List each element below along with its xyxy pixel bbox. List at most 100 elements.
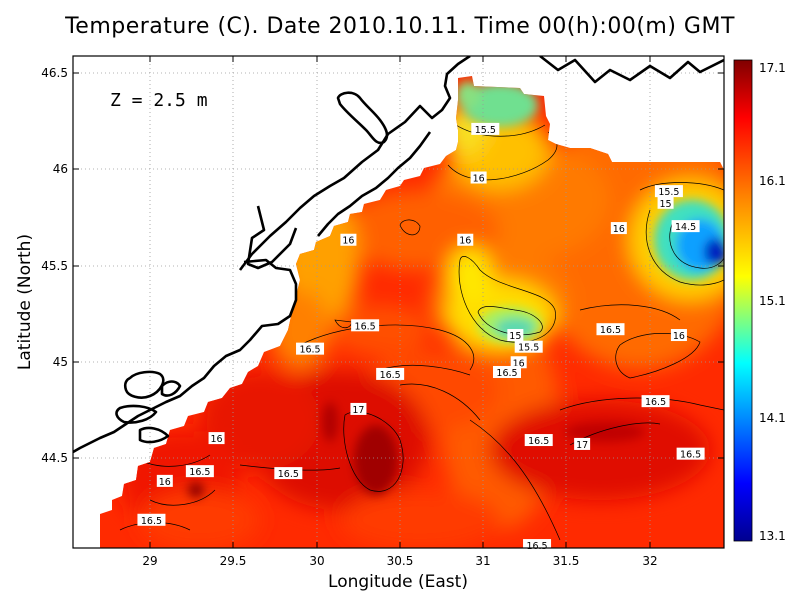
- contour-label-text: 16.5: [496, 368, 517, 379]
- contour-label-text: 16: [673, 331, 685, 342]
- depth-label: Z = 2.5 m: [110, 90, 208, 111]
- contour-label: 17: [350, 402, 367, 416]
- contour-label-bg: [610, 222, 627, 235]
- plot-frame: [72, 55, 725, 549]
- contour-label-text: 16.5: [526, 541, 547, 552]
- contour-label-text: 16.5: [141, 516, 162, 527]
- contour-label-text: 15: [509, 331, 521, 342]
- contour-label: 16: [610, 222, 627, 235]
- contour-label-text: 16.5: [380, 370, 401, 381]
- contour-label-bg: [457, 233, 474, 246]
- contour-label-text: 16: [342, 236, 354, 247]
- contour-label-text: 16: [211, 434, 223, 445]
- contour-label-text: 17: [352, 405, 364, 416]
- contour-label: 16.5: [524, 434, 553, 447]
- y-tick-label: 45: [53, 355, 68, 369]
- contour-label: 15.5: [471, 122, 500, 136]
- contour-label: 16.5: [351, 319, 380, 332]
- contour-label-text: 15.5: [475, 125, 496, 136]
- colorbar-tick-label: 15.1: [759, 294, 786, 308]
- contour-label-bg: [671, 220, 700, 233]
- contour-label-text: 15.5: [658, 187, 679, 198]
- contour-label: 15.5: [514, 340, 543, 354]
- contour-label-bg: [654, 185, 683, 198]
- contour-label-text: 16.5: [189, 467, 210, 478]
- contour-label-bg: [156, 474, 173, 487]
- contour-label-bg: [596, 323, 625, 336]
- contour-label-bg: [274, 467, 303, 480]
- colorbar-tick-label: 16.1: [759, 174, 786, 188]
- contour-label-bg: [657, 196, 674, 209]
- chart-title: Temperature (C). Date 2010.10.11. Time 0…: [65, 14, 735, 39]
- contour-label-bg: [514, 340, 543, 353]
- temperature-field: [100, 76, 724, 548]
- contour-label-bg: [185, 465, 214, 478]
- contour-label: 16.5: [641, 395, 670, 408]
- contour-label-text: 16.5: [278, 469, 299, 480]
- contour-label-text: 16.5: [600, 325, 621, 336]
- x-tick-label: 31: [475, 554, 490, 568]
- x-tick-label: 31.5: [553, 554, 580, 568]
- contour-label-bg: [524, 434, 553, 447]
- contour-label: 16.5: [493, 365, 521, 379]
- contour-label: 14.5: [671, 220, 700, 233]
- x-tick-label: 29.5: [220, 554, 247, 568]
- contour-label: 15.5: [654, 185, 683, 198]
- x-tick-label: 29: [142, 554, 157, 568]
- contour-label-text: 16.5: [528, 436, 549, 447]
- contour-label: 16.5: [596, 323, 625, 336]
- contour-label-text: 17: [576, 440, 588, 451]
- contour-label: 17: [574, 437, 591, 451]
- y-axis: 44.5 45 45.5 46 46.5 Latitude (North): [15, 66, 724, 465]
- contour-label-bg: [296, 342, 325, 355]
- contour-label: 15: [657, 196, 674, 210]
- contour-label-text: 16: [459, 236, 471, 247]
- contour-label-bg: [574, 437, 591, 450]
- contour-label-bg: [137, 513, 166, 526]
- colorbar-tick-label: 14.1: [759, 411, 786, 425]
- x-tick-label: 30.5: [387, 554, 414, 568]
- contour-label-bg: [470, 171, 487, 184]
- x-tick-label: 30: [309, 554, 324, 568]
- y-tick-label: 44.5: [41, 451, 68, 465]
- contour-label-bg: [510, 356, 527, 369]
- x-axis: 29 29.5 30 30.5 31 31.5 32 Longitude (Ea…: [142, 56, 658, 592]
- colorbar-tick-label: 17.1: [759, 61, 786, 75]
- contour-label-bg: [340, 233, 357, 246]
- contour-label-text: 14.5: [675, 222, 696, 233]
- contour-label-text: 16: [473, 174, 485, 185]
- contour-label: 16: [208, 432, 225, 445]
- contour-label-bg: [208, 432, 225, 445]
- contour-label: 16: [156, 474, 173, 488]
- y-tick-label: 46: [53, 162, 68, 176]
- contour-label: 16.5: [296, 342, 325, 356]
- contour-label-bg: [507, 329, 524, 342]
- contour-label-bg: [676, 447, 705, 460]
- contour-label-text: 15: [660, 199, 672, 210]
- contour-label: 16.5: [523, 539, 552, 552]
- colorbar-tick-label: 13.1: [759, 529, 786, 543]
- contour-label-text: 16: [159, 477, 171, 488]
- x-axis-label: Longitude (East): [328, 572, 468, 592]
- coastline: [73, 56, 724, 454]
- contour-label: 16.5: [676, 447, 705, 461]
- contour-label-bg: [350, 402, 367, 415]
- contour-label-bg: [376, 367, 405, 380]
- contour-label-text: 16.5: [299, 345, 320, 356]
- colorbar-gradient: [733, 59, 753, 542]
- contour-label: 16.5: [274, 467, 303, 480]
- contour-label-bg: [351, 319, 380, 332]
- contour-label: 16.5: [137, 513, 166, 527]
- contour-label-bg: [471, 122, 500, 135]
- contour-label: 16: [670, 329, 687, 342]
- contour-label-text: 16.5: [645, 397, 666, 408]
- colorbar: 17.1 16.1 15.1 14.1 13.1: [733, 59, 786, 543]
- contour-label-bg: [670, 329, 687, 342]
- contour-label: 15: [507, 329, 524, 342]
- contour-label: 16: [510, 356, 527, 369]
- contour-label: 16.5: [185, 465, 214, 478]
- y-tick-label: 46.5: [41, 66, 68, 80]
- contour-label: 16.5: [376, 367, 405, 381]
